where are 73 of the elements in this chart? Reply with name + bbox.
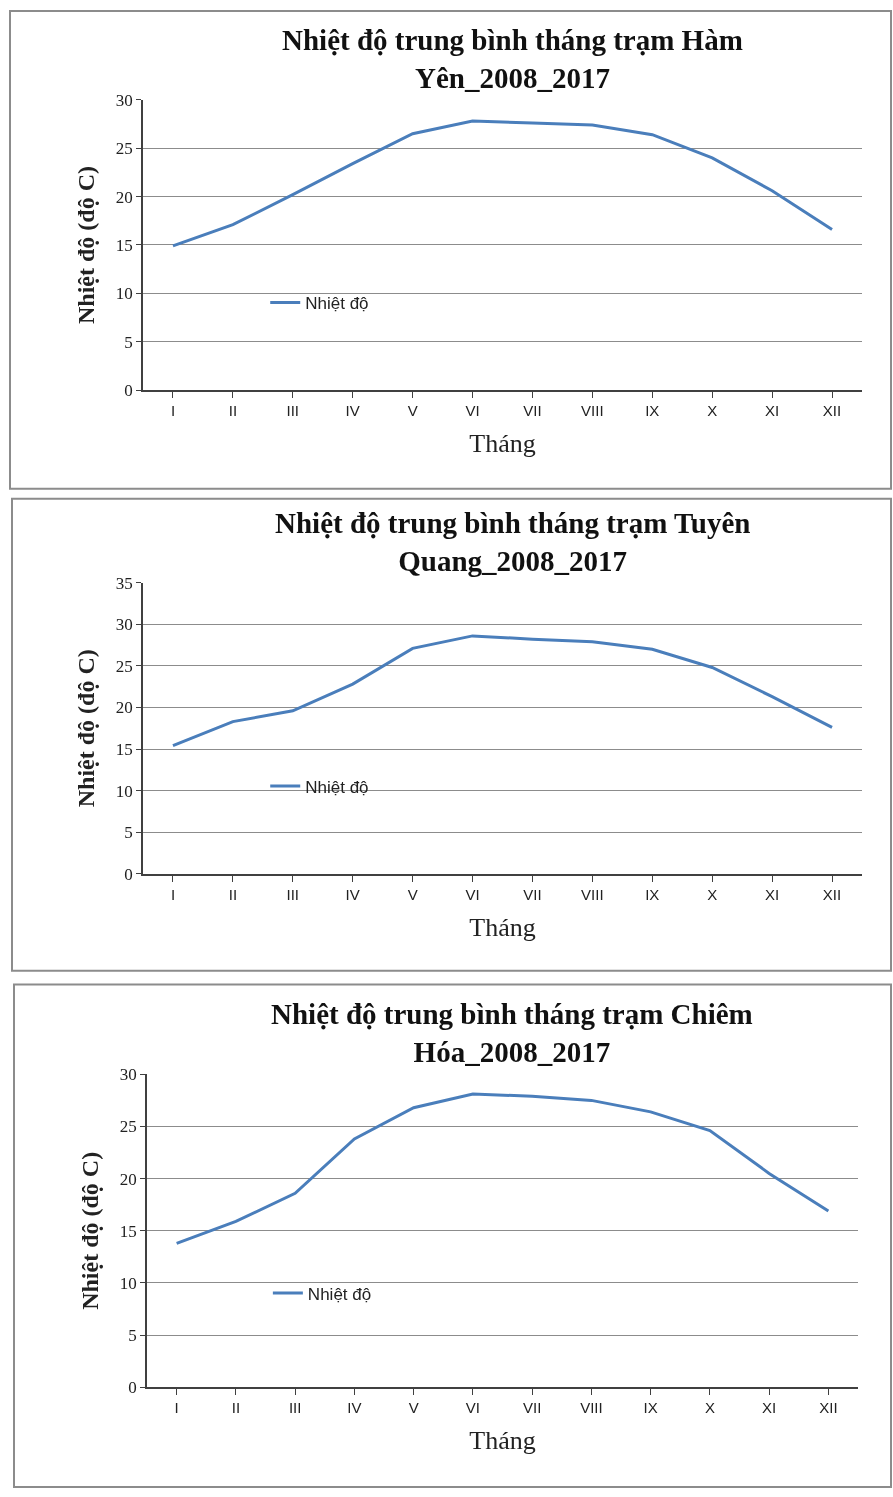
x-tick-label: I — [174, 1399, 179, 1417]
line-series — [171, 119, 834, 248]
y-tick-label: 25 — [115, 139, 133, 159]
y-tick-label: 0 — [128, 1378, 137, 1398]
x-tick-label: VI — [465, 885, 480, 903]
x-tick-label: XI — [765, 401, 780, 419]
x-tick-label: III — [288, 1399, 302, 1417]
y-tick-label: 10 — [115, 284, 133, 304]
legend-label: Nhiệt độ — [305, 294, 369, 314]
y-axis-title: Nhiệt độ (độ C) — [77, 1151, 104, 1310]
y-tick-label: 25 — [115, 656, 133, 676]
x-tick-label: I — [170, 885, 176, 903]
x-tick-label: V — [407, 401, 418, 419]
x-tick-label: II — [228, 401, 238, 419]
x-tick-label: VII — [523, 401, 542, 419]
x-tick-label: VIII — [581, 401, 604, 419]
x-tick-label: X — [707, 885, 718, 903]
x-tick-label: IX — [643, 1399, 658, 1417]
x-tick-label: XII — [822, 401, 842, 419]
x-tick-label: X — [704, 1399, 715, 1417]
x-axis-title: Tháng — [469, 1426, 536, 1456]
y-tick-label: 10 — [115, 781, 133, 801]
y-tick-label: 10 — [119, 1273, 137, 1293]
line-series — [171, 634, 834, 748]
x-tick-label: VI — [465, 401, 480, 419]
x-tick-label: XII — [822, 885, 842, 903]
x-tick-label: IV — [345, 401, 360, 419]
y-tick-label: 0 — [124, 864, 133, 884]
x-tick-label: X — [707, 401, 718, 419]
x-tick-label: VIII — [581, 885, 604, 903]
line-series — [175, 1092, 830, 1245]
x-tick-label: V — [408, 1399, 419, 1417]
y-tick-label: 35 — [115, 573, 133, 593]
y-tick-label: 30 — [115, 615, 133, 635]
x-tick-label: VIII — [580, 1399, 603, 1417]
x-tick-label: IV — [345, 885, 360, 903]
y-tick-label: 15 — [119, 1221, 137, 1241]
x-tick-label: IV — [347, 1399, 362, 1417]
chart-title: Nhiệt độ trung bình tháng trạm Tuyên Quang_2008_2017 — [275, 507, 751, 577]
y-tick-label: 30 — [115, 90, 133, 110]
x-tick-label: VII — [522, 1399, 542, 1417]
x-tick-label: IX — [645, 885, 660, 903]
x-tick-label: III — [286, 401, 300, 419]
x-tick-label: XII — [819, 1399, 838, 1417]
y-tick-label: 15 — [115, 235, 133, 255]
y-axis-title: Nhiệt độ (độ C) — [73, 165, 100, 324]
y-tick-label: 5 — [124, 332, 133, 352]
y-tick-label: 20 — [115, 698, 133, 718]
legend-label: Nhiệt độ — [307, 1284, 372, 1304]
y-tick-label: 15 — [115, 740, 133, 760]
x-tick-label: I — [170, 401, 176, 419]
x-axis-title: Tháng — [469, 429, 536, 459]
x-axis-title: Tháng — [469, 912, 536, 942]
y-tick-label: 0 — [124, 381, 133, 401]
x-tick-label: VII — [523, 885, 542, 903]
x-tick-label: XI — [765, 885, 780, 903]
x-tick-label: XI — [762, 1399, 777, 1417]
y-tick-label: 5 — [128, 1326, 137, 1346]
y-tick-label: 30 — [119, 1065, 137, 1085]
x-tick-label: II — [231, 1399, 241, 1417]
y-tick-label: 20 — [115, 187, 133, 207]
x-tick-label: IX — [645, 401, 660, 419]
x-tick-label: III — [286, 885, 300, 903]
legend-label: Nhiệt độ — [305, 777, 369, 797]
y-tick-label: 25 — [119, 1117, 137, 1137]
chart-title: Nhiệt độ trung bình tháng trạm Hàm Yên_2008_2017 — [282, 24, 743, 94]
x-tick-label: V — [407, 885, 418, 903]
x-tick-label: II — [228, 885, 238, 903]
x-tick-label: VI — [465, 1399, 480, 1417]
chart-title: Nhiệt độ trung bình tháng trạm Chiêm Hóa_2008_2017 — [271, 998, 753, 1068]
y-tick-label: 5 — [124, 823, 133, 843]
y-tick-label: 20 — [119, 1169, 137, 1189]
y-axis-title: Nhiệt độ (độ C) — [73, 649, 100, 808]
